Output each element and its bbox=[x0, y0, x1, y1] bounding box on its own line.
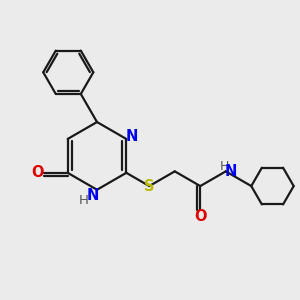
Text: S: S bbox=[144, 178, 154, 194]
Text: N: N bbox=[225, 164, 237, 179]
Text: N: N bbox=[125, 129, 138, 144]
Text: O: O bbox=[31, 165, 43, 180]
Text: O: O bbox=[194, 209, 206, 224]
Text: N: N bbox=[86, 188, 99, 202]
Text: H: H bbox=[79, 194, 89, 207]
Text: H: H bbox=[220, 160, 229, 172]
